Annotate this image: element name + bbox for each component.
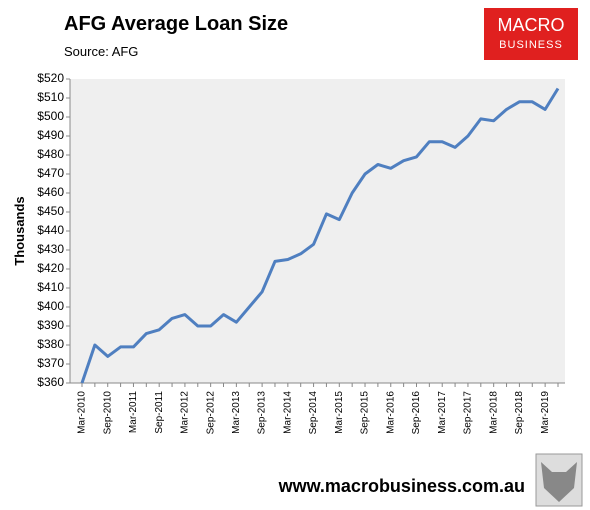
y-tick-label: $440 bbox=[37, 223, 64, 237]
x-tick-label: Sep-2013 bbox=[257, 391, 268, 435]
y-tick-label: $460 bbox=[37, 185, 64, 199]
y-tick-label: $490 bbox=[37, 128, 64, 142]
x-tick-label: Mar-2016 bbox=[385, 391, 396, 434]
x-tick-label: Mar-2017 bbox=[437, 391, 448, 434]
x-tick-label: Mar-2013 bbox=[231, 391, 242, 434]
x-tick-label: Mar-2019 bbox=[540, 391, 551, 434]
x-tick-label: Sep-2017 bbox=[463, 391, 474, 435]
logo-box bbox=[484, 8, 578, 60]
y-tick-label: $380 bbox=[37, 337, 64, 351]
x-tick-label: Sep-2018 bbox=[514, 391, 525, 435]
y-tick-label: $450 bbox=[37, 204, 64, 218]
y-tick-label: $400 bbox=[37, 299, 64, 313]
x-tick-label: Mar-2014 bbox=[282, 391, 293, 434]
y-tick-label: $470 bbox=[37, 166, 64, 180]
x-tick-label: Sep-2011 bbox=[154, 391, 165, 434]
icon-shape bbox=[541, 462, 577, 502]
x-tick-label: Sep-2014 bbox=[308, 391, 319, 435]
y-tick-label: $430 bbox=[37, 242, 64, 256]
x-tick-label: Mar-2012 bbox=[180, 391, 191, 434]
x-tick-label: Mar-2018 bbox=[488, 391, 499, 434]
chart-title: AFG Average Loan Size bbox=[64, 13, 288, 35]
x-tick-label: Mar-2015 bbox=[334, 391, 345, 434]
x-tick-label: Sep-2010 bbox=[102, 391, 113, 435]
x-tick-label: Mar-2010 bbox=[77, 391, 88, 434]
y-tick-label: $420 bbox=[37, 261, 64, 275]
y-tick-label: $520 bbox=[37, 71, 64, 85]
x-tick-label: Sep-2012 bbox=[205, 391, 216, 435]
y-tick-label: $510 bbox=[37, 90, 64, 104]
y-tick-label: $480 bbox=[37, 147, 64, 161]
y-axis-label: Thousands bbox=[12, 196, 27, 265]
chart-subtitle: Source: AFG bbox=[64, 44, 138, 59]
logo: MACRO BUSINESS bbox=[484, 8, 578, 60]
wolf-icon bbox=[535, 453, 583, 507]
y-tick-label: $390 bbox=[37, 318, 64, 332]
x-tick-label: Mar-2011 bbox=[128, 391, 139, 433]
y-tick-label: $370 bbox=[37, 356, 64, 370]
y-tick-label: $500 bbox=[37, 109, 64, 123]
y-tick-label: $360 bbox=[37, 375, 64, 389]
logo-text: MACRO bbox=[498, 15, 565, 35]
footer-url: www.macrobusiness.com.au bbox=[278, 476, 525, 496]
logo-text: BUSINESS bbox=[499, 39, 563, 51]
y-tick-label: $410 bbox=[37, 280, 64, 294]
x-tick-label: Sep-2016 bbox=[411, 391, 422, 435]
x-tick-label: Sep-2015 bbox=[360, 391, 371, 435]
data-line bbox=[80, 87, 560, 384]
